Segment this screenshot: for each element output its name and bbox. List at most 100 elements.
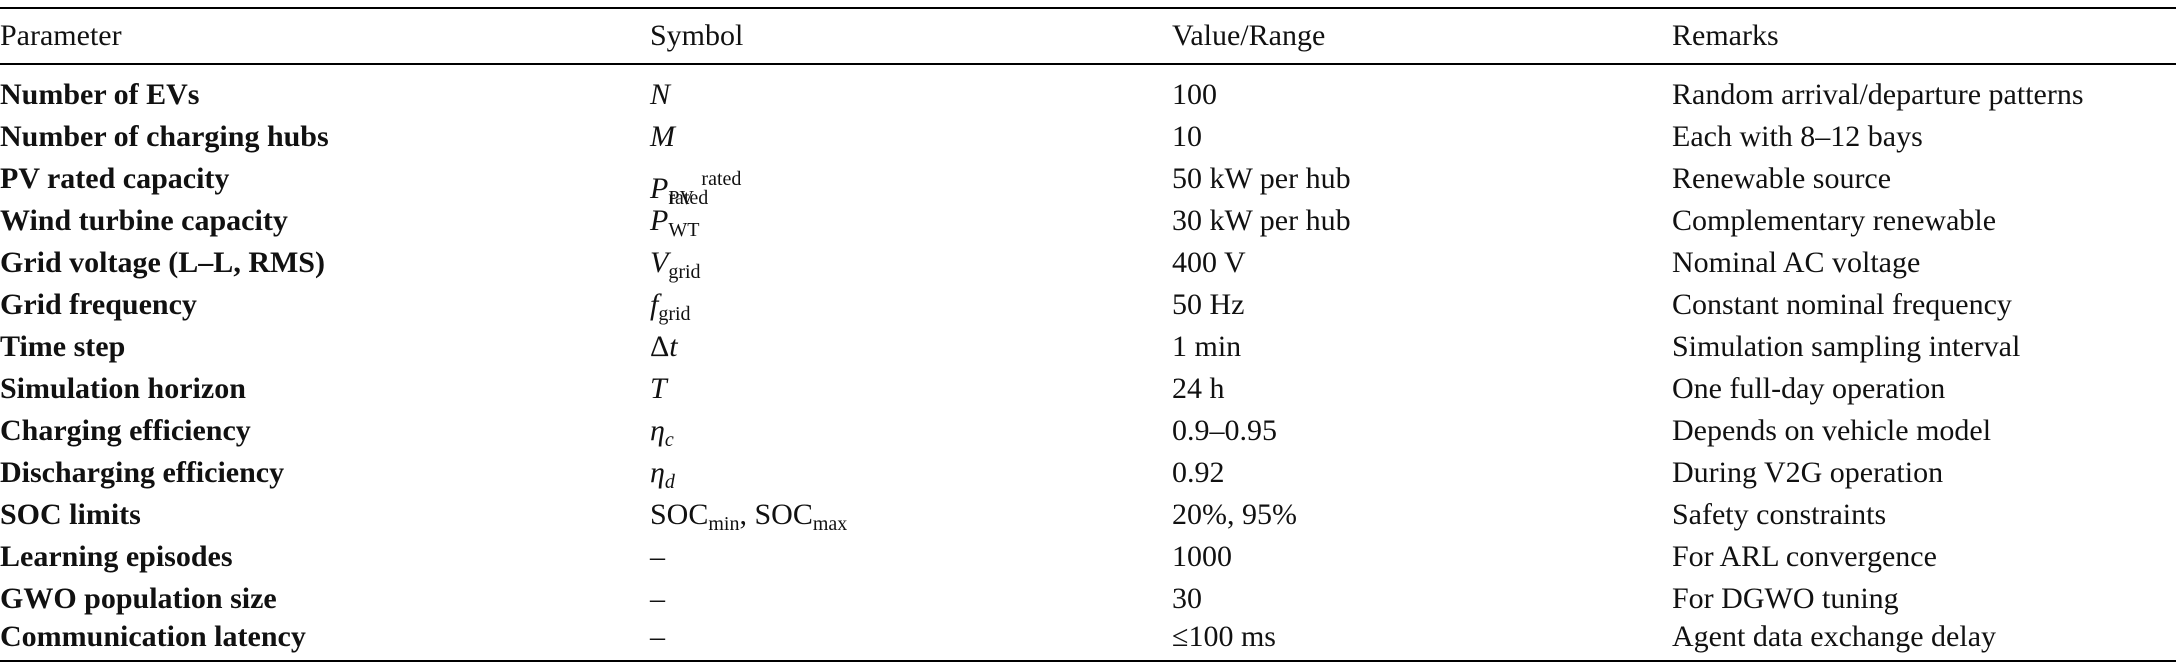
table-row: Number of EVs N 100 Random arrival/depar… <box>0 74 2176 116</box>
table-row: Grid voltage (L–L, RMS) Vgrid 400 V Nomi… <box>0 242 2176 284</box>
row-symbol: Δt <box>650 326 678 368</box>
table-row: GWO population size – 30 For DGWO tuning <box>0 578 2176 620</box>
row-value: 10 <box>1172 120 1202 153</box>
table-header-rule <box>0 63 2176 65</box>
row-remarks: For DGWO tuning <box>1672 582 1899 615</box>
row-remarks: During V2G operation <box>1672 456 1944 489</box>
table-row: Learning episodes – 1000 For ARL converg… <box>0 536 2176 578</box>
symbol-main: V <box>650 246 669 279</box>
symbol-subscript-max: max <box>812 513 848 535</box>
row-parameter: SOC limits <box>0 498 141 531</box>
row-value: 50 kW per hub <box>1172 162 1351 195</box>
header-symbol: Symbol <box>650 19 744 52</box>
row-value: 0.92 <box>1172 456 1225 489</box>
symbol-main: N <box>650 78 671 111</box>
symbol-main: M <box>650 120 675 153</box>
row-symbol: PPV rated <box>650 158 742 209</box>
row-parameter: Time step <box>0 330 126 363</box>
row-parameter: Grid frequency <box>0 288 197 321</box>
row-remarks: Each with 8–12 bays <box>1672 120 1923 153</box>
symbol-subscript: d <box>664 471 675 493</box>
row-parameter: PV rated capacity <box>0 162 230 195</box>
row-value: 100 <box>1172 78 1217 111</box>
table-row: Grid frequency fgrid 50 Hz Constant nomi… <box>0 284 2176 326</box>
row-value: 20%, 95% <box>1172 498 1297 531</box>
table-row: Charging efficiency ηc 0.9–0.95 Depends … <box>0 410 2176 452</box>
header-parameter: Parameter <box>0 19 122 52</box>
row-remarks: Renewable source <box>1672 162 1892 195</box>
row-value: 24 h <box>1172 372 1225 405</box>
table-row: Communication latency – ≤100 ms Agent da… <box>0 616 2176 658</box>
row-value: 50 Hz <box>1172 288 1245 321</box>
table-row: Number of charging hubs M 10 Each with 8… <box>0 116 2176 158</box>
row-value: 1000 <box>1172 540 1232 573</box>
symbol-soc-max: SOC <box>754 498 813 531</box>
symbol-superscript: rated <box>668 187 709 209</box>
symbol-main: η <box>650 414 665 447</box>
row-parameter: Discharging efficiency <box>0 456 285 489</box>
row-remarks: Constant nominal frequency <box>1672 288 2012 321</box>
symbol-subscript: WT <box>668 219 700 241</box>
row-parameter: Simulation horizon <box>0 372 246 405</box>
row-remarks: Random arrival/departure patterns <box>1672 78 2084 111</box>
table-header-row: Parameter Symbol Value/Range Remarks <box>0 15 2176 57</box>
symbol-main: t <box>669 330 678 363</box>
row-remarks: Agent data exchange delay <box>1672 620 1997 653</box>
table-bottom-rule <box>0 660 2176 662</box>
table-row: PV rated capacity PPV rated 50 kW per hu… <box>0 158 2176 209</box>
symbol-subscript: c <box>664 429 674 451</box>
symbol-main: P <box>650 172 669 205</box>
row-parameter: Learning episodes <box>0 540 233 573</box>
symbol-subscript: grid <box>668 261 701 283</box>
row-symbol: Vgrid <box>650 242 701 284</box>
symbol-separator: , <box>739 498 755 531</box>
row-parameter: GWO population size <box>0 582 277 615</box>
row-value: 0.9–0.95 <box>1172 414 1277 447</box>
table-row: Time step Δt 1 min Simulation sampling i… <box>0 326 2176 368</box>
row-parameter: Wind turbine capacity <box>0 204 288 237</box>
row-parameter: Charging efficiency <box>0 414 251 447</box>
row-value: 1 min <box>1172 330 1242 363</box>
symbol-main: f <box>650 288 659 321</box>
table-row: Simulation horizon T 24 h One full-day o… <box>0 368 2176 410</box>
row-remarks: Nominal AC voltage <box>1672 246 1921 279</box>
row-remarks: Complementary renewable <box>1672 204 1997 237</box>
symbol-main: T <box>650 372 667 405</box>
row-symbol: SOCmin, SOCmax <box>650 494 847 536</box>
row-remarks: Depends on vehicle model <box>1672 414 1992 447</box>
row-parameter: Grid voltage (L–L, RMS) <box>0 246 325 279</box>
row-value: 30 kW per hub <box>1172 204 1351 237</box>
header-remarks: Remarks <box>1672 19 1779 52</box>
row-symbol: ηc <box>650 410 674 452</box>
symbol-subscript: PV <box>668 187 694 209</box>
symbol-prefix: Δ <box>650 330 670 363</box>
row-symbol: M <box>650 116 675 158</box>
row-remarks: Safety constraints <box>1672 498 1887 531</box>
row-symbol: N <box>650 74 670 116</box>
symbol-subscript-min: min <box>708 513 740 535</box>
row-value: 400 V <box>1172 246 1246 279</box>
row-symbol: T <box>650 368 667 410</box>
row-parameter: Number of charging hubs <box>0 120 329 153</box>
header-value-range: Value/Range <box>1172 19 1326 52</box>
row-symbol: fgrid <box>650 284 691 326</box>
row-remarks: Simulation sampling interval <box>1672 330 2021 363</box>
symbol-subscript: grid <box>658 303 691 325</box>
row-parameter: Number of EVs <box>0 78 200 111</box>
row-symbol: ηd <box>650 452 675 494</box>
row-value: ≤100 ms <box>1172 620 1276 653</box>
table-row: Discharging efficiency ηd 0.92 During V2… <box>0 452 2176 494</box>
row-value: 30 <box>1172 582 1202 615</box>
row-remarks: For ARL convergence <box>1672 540 1937 573</box>
symbol-main: η <box>650 456 665 489</box>
table-row: SOC limits SOCmin, SOCmax 20%, 95% Safet… <box>0 494 2176 536</box>
symbol-soc-min: SOC <box>650 498 709 531</box>
symbol-superscript: rated <box>701 168 742 190</box>
row-symbol: – <box>650 540 665 573</box>
row-symbol: – <box>650 620 665 653</box>
row-symbol: – <box>650 582 665 615</box>
table-top-rule <box>0 7 2176 9</box>
